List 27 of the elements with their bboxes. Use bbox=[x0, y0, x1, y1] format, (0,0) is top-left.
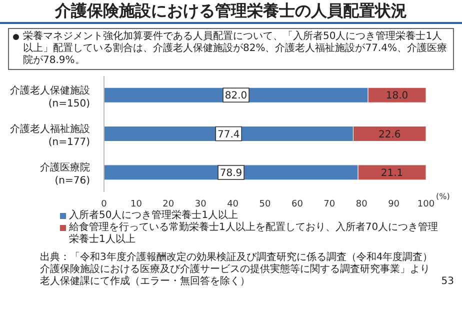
legend-label: 入所者50人につき管理栄養士1人以上 bbox=[69, 210, 238, 222]
y-tick-label: 介護医療院 (n=76) bbox=[40, 162, 90, 187]
data-label: 77.4 bbox=[217, 129, 240, 140]
data-label: 21.1 bbox=[380, 168, 404, 179]
x-tick-label: 90 bbox=[388, 199, 400, 210]
data-label: 18.0 bbox=[386, 90, 408, 102]
x-tick-label: 20 bbox=[162, 199, 174, 210]
text: 53 bbox=[440, 276, 454, 288]
y-tick-label: 介護老人保健施設 (n=150) bbox=[10, 84, 90, 110]
x-tick-label: 30 bbox=[194, 199, 207, 210]
text: 栄養マネジメント強化加算要件である人員配置について、「入所者50人につき管理栄養士1人以上」配置している割合は、介護老人保健施設が82%、介護老人福祉施設が77.4%、介護医療院が78.9%。 bbox=[8, 28, 454, 70]
data-label: 82.0 bbox=[224, 90, 248, 102]
x-tick-label: 70 bbox=[324, 199, 336, 210]
data-label: 78.9 bbox=[220, 168, 242, 179]
x-tick-label: 0 bbox=[101, 199, 108, 210]
data-label: 22.6 bbox=[378, 129, 401, 140]
x-tick-label: 40 bbox=[227, 199, 239, 210]
x-tick-label: 60 bbox=[291, 199, 304, 210]
x-tick-label: 80 bbox=[356, 199, 368, 210]
source-note: 出典：「令和3年度介護報酬改定の効果検証及び調査研究に係る調査（令和4年度調査）介護保険施設における医療及び介護サービスの提供実態等に関する調査研究事業」より老人保健課にて作成（エラー・無回答を除く） bbox=[40, 252, 434, 288]
y-tick-label: 介護老人福祉施設 (n=177) bbox=[10, 123, 90, 148]
chart-title: 介護保険施設における管理栄養士の人員配置状況 bbox=[0, 0, 462, 24]
x-tick-label: 10 bbox=[130, 199, 142, 210]
x-axis-title: (%) bbox=[436, 192, 450, 201]
legend-label: 給食管理を行っている常勤栄養士1人以上を配置しており、入所者70人につき管理栄養士1人以上 bbox=[69, 222, 440, 246]
x-tick-label: 100 bbox=[417, 199, 435, 210]
x-tick-label: 50 bbox=[259, 199, 271, 210]
